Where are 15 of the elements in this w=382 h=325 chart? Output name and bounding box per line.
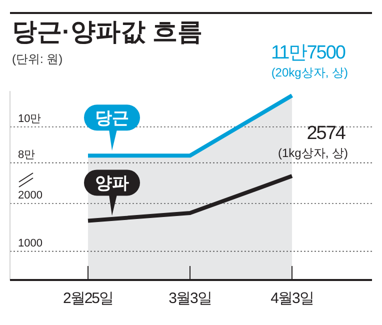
- y-tick-label: 2000: [18, 189, 42, 202]
- annotation: (1kg상자, 상): [278, 146, 348, 160]
- chart-title: 당근·양파값 흐름: [12, 18, 202, 46]
- series-label: 당근: [95, 108, 129, 128]
- series-label: 양파: [95, 174, 129, 193]
- annotation: 11만7500: [271, 42, 346, 64]
- y-tick-label: 1000: [18, 237, 42, 250]
- x-tick-label: 2월25일: [62, 290, 114, 307]
- x-tick-label: 3월3일: [168, 290, 212, 307]
- y-tick-label: 10만: [18, 112, 42, 125]
- text: (20kg상자, 상): [271, 65, 348, 80]
- chart-subtitle: (단위: 원): [12, 52, 63, 66]
- x-tick-label: 4월3일: [270, 290, 314, 307]
- data-label: 2574: [306, 123, 346, 144]
- y-tick-label: 8만: [18, 148, 36, 161]
